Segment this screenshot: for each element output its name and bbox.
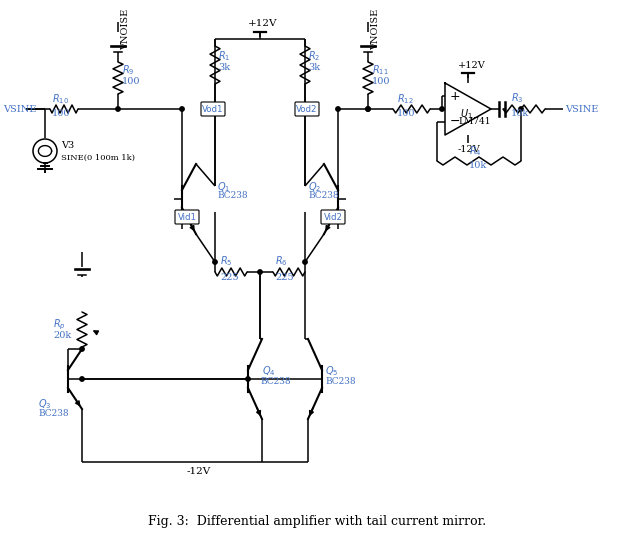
Circle shape <box>336 107 340 111</box>
Text: BC238: BC238 <box>308 191 339 201</box>
Text: 3k: 3k <box>308 64 320 72</box>
Text: $R_{12}$: $R_{12}$ <box>397 92 413 106</box>
FancyBboxPatch shape <box>321 210 345 224</box>
FancyBboxPatch shape <box>295 102 319 116</box>
Text: V3: V3 <box>61 141 74 151</box>
Text: Fig. 3:  Differential amplifier with tail current mirror.: Fig. 3: Differential amplifier with tail… <box>148 516 486 528</box>
Text: VSINE: VSINE <box>565 105 598 113</box>
Text: VSINE: VSINE <box>3 105 36 113</box>
Text: $R_6$: $R_6$ <box>275 254 288 268</box>
Text: +12V: +12V <box>248 19 278 27</box>
Circle shape <box>213 260 217 264</box>
Text: $R_4$: $R_4$ <box>469 144 482 158</box>
Text: Vod1: Vod1 <box>202 105 224 113</box>
Text: Vod2: Vod2 <box>296 105 318 113</box>
Circle shape <box>366 107 370 111</box>
Text: −: − <box>450 115 460 128</box>
Text: $Q_3$: $Q_3$ <box>38 397 51 411</box>
Text: BC238: BC238 <box>260 376 290 385</box>
Circle shape <box>80 347 84 351</box>
Text: SINE(0 100m 1k): SINE(0 100m 1k) <box>61 154 135 162</box>
Text: 10k: 10k <box>469 162 488 170</box>
Text: $R_3$: $R_3$ <box>511 91 524 105</box>
Text: 100: 100 <box>122 77 141 87</box>
Circle shape <box>440 107 444 111</box>
Text: 225: 225 <box>275 272 294 282</box>
FancyBboxPatch shape <box>201 102 225 116</box>
Text: $Q_2$: $Q_2$ <box>308 180 321 194</box>
Circle shape <box>366 107 370 111</box>
Text: BC238: BC238 <box>325 376 356 385</box>
Text: 100: 100 <box>52 110 70 118</box>
Text: +12V: +12V <box>458 60 486 70</box>
Text: VNOISE: VNOISE <box>121 8 130 50</box>
Text: -12V: -12V <box>458 145 481 153</box>
Text: LM741: LM741 <box>458 117 491 127</box>
Circle shape <box>258 270 262 274</box>
Text: $R_5$: $R_5$ <box>220 254 233 268</box>
Text: 100: 100 <box>397 110 415 118</box>
Circle shape <box>80 377 84 381</box>
Circle shape <box>180 107 184 111</box>
Text: $R_1$: $R_1$ <box>218 49 230 63</box>
Text: $R_9$: $R_9$ <box>122 63 134 77</box>
Text: 100: 100 <box>372 77 391 87</box>
Text: BC238: BC238 <box>217 191 248 201</box>
Text: $Q_1$: $Q_1$ <box>217 180 230 194</box>
Circle shape <box>246 377 250 381</box>
Text: $Q_5$: $Q_5$ <box>325 364 339 378</box>
Text: BC238: BC238 <box>38 409 68 419</box>
Circle shape <box>303 260 307 264</box>
Circle shape <box>116 107 120 111</box>
Text: 20k: 20k <box>53 330 71 340</box>
Circle shape <box>519 107 523 111</box>
Text: +: + <box>450 90 460 104</box>
Text: Vid2: Vid2 <box>323 213 342 221</box>
Text: $R_2$: $R_2$ <box>308 49 320 63</box>
Text: 225: 225 <box>220 272 238 282</box>
Text: 10k: 10k <box>511 110 529 118</box>
Text: $R_p$: $R_p$ <box>53 318 66 332</box>
Text: $Q_4$: $Q_4$ <box>262 364 276 378</box>
FancyBboxPatch shape <box>175 210 199 224</box>
Text: -12V: -12V <box>187 467 211 477</box>
Text: VNOISE: VNOISE <box>371 8 380 50</box>
Text: $U_1$: $U_1$ <box>460 107 473 121</box>
Text: Vid1: Vid1 <box>178 213 197 221</box>
Text: $R_{10}$: $R_{10}$ <box>52 92 69 106</box>
Text: 3k: 3k <box>218 64 230 72</box>
Text: $R_{11}$: $R_{11}$ <box>372 63 389 77</box>
